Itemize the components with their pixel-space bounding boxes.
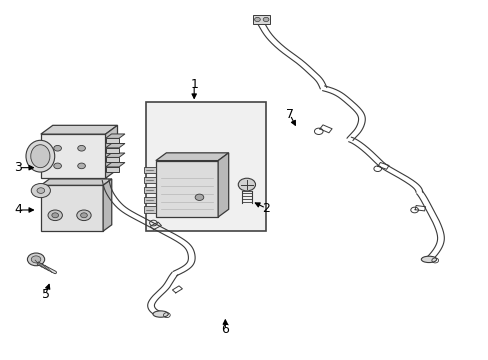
Polygon shape bbox=[41, 179, 112, 185]
Text: 3: 3 bbox=[14, 161, 22, 174]
Polygon shape bbox=[41, 125, 117, 134]
Ellipse shape bbox=[31, 145, 50, 168]
Polygon shape bbox=[105, 153, 124, 157]
Bar bbox=[143, 187, 156, 193]
Bar bbox=[252, 15, 269, 24]
Circle shape bbox=[78, 163, 85, 169]
Ellipse shape bbox=[153, 311, 168, 317]
Text: 4: 4 bbox=[14, 203, 22, 216]
Polygon shape bbox=[105, 134, 124, 138]
Polygon shape bbox=[103, 179, 112, 231]
Circle shape bbox=[81, 213, 87, 218]
Circle shape bbox=[27, 253, 44, 266]
Circle shape bbox=[52, 213, 59, 218]
Circle shape bbox=[48, 210, 62, 221]
Circle shape bbox=[77, 210, 91, 221]
Bar bbox=[146, 102, 265, 231]
Bar bbox=[105, 138, 119, 143]
Circle shape bbox=[54, 145, 61, 151]
Bar bbox=[105, 167, 119, 172]
Polygon shape bbox=[105, 144, 124, 148]
Circle shape bbox=[238, 178, 255, 191]
Polygon shape bbox=[156, 153, 228, 161]
Bar bbox=[143, 197, 156, 203]
Circle shape bbox=[195, 194, 203, 201]
Bar bbox=[143, 167, 156, 173]
Circle shape bbox=[263, 17, 268, 22]
Ellipse shape bbox=[421, 256, 436, 262]
Bar bbox=[41, 185, 103, 231]
Text: 1: 1 bbox=[190, 78, 198, 91]
Circle shape bbox=[31, 256, 41, 263]
Ellipse shape bbox=[26, 140, 55, 172]
Text: 6: 6 bbox=[221, 323, 229, 337]
Bar bbox=[156, 161, 218, 217]
Circle shape bbox=[31, 184, 50, 198]
Circle shape bbox=[78, 145, 85, 151]
Circle shape bbox=[54, 163, 61, 169]
Circle shape bbox=[37, 188, 44, 193]
Text: 5: 5 bbox=[41, 288, 49, 301]
Bar bbox=[105, 148, 119, 153]
Polygon shape bbox=[218, 153, 228, 217]
Bar bbox=[105, 157, 119, 162]
Polygon shape bbox=[105, 162, 124, 167]
Text: 2: 2 bbox=[262, 202, 269, 215]
Bar bbox=[41, 134, 105, 178]
Bar bbox=[143, 177, 156, 183]
Circle shape bbox=[254, 17, 260, 22]
Text: 7: 7 bbox=[285, 108, 293, 121]
Bar bbox=[143, 207, 156, 213]
Polygon shape bbox=[105, 125, 117, 178]
